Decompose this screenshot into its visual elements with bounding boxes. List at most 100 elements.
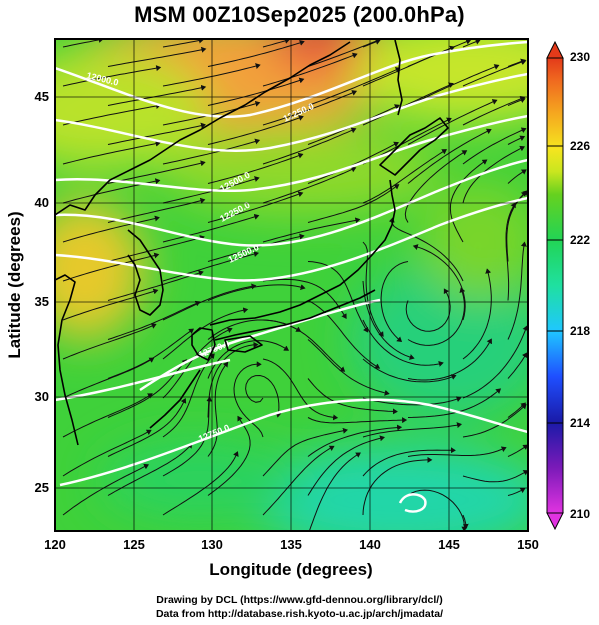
- streamline: [404, 150, 468, 223]
- streamline: [362, 422, 462, 438]
- colorbar-tick-label: 218: [570, 324, 590, 338]
- streamline: [308, 452, 361, 531]
- streamline: [307, 417, 408, 424]
- streamline: [407, 338, 492, 381]
- streamline: [207, 77, 305, 106]
- streamline: [62, 288, 159, 321]
- streamline: [62, 103, 161, 126]
- plot-frame: [54, 38, 529, 532]
- x-tick-labels: 120 125 130 135 140 145 150: [44, 537, 539, 552]
- contour-line: [398, 493, 427, 513]
- coast-hokkaido: [379, 117, 449, 176]
- grid-lines: [55, 39, 528, 531]
- colorbar-tick-label: 226: [570, 139, 590, 153]
- coast-china-shore: [55, 274, 79, 446]
- streamline: [405, 288, 451, 332]
- colorbar-top-arrow: [546, 40, 564, 59]
- credit-data-source: Data from http://database.rish.kyoto-u.a…: [155, 608, 444, 620]
- streamline: [62, 65, 162, 87]
- temperature-field: [55, 39, 528, 531]
- streamline: [380, 261, 409, 343]
- x-tick-label: 120: [44, 537, 66, 552]
- streamline: [62, 252, 160, 282]
- streamline: [307, 300, 381, 369]
- colorbar-tick-label: 230: [570, 50, 590, 64]
- streamline: [162, 138, 261, 165]
- streamline: [507, 135, 526, 145]
- y-tick-label: 25: [35, 480, 49, 495]
- streamline: [505, 202, 516, 301]
- streamline: [307, 378, 398, 415]
- streamline: [362, 319, 444, 367]
- streamline: [362, 280, 415, 360]
- streamline: [462, 96, 526, 126]
- y-tick-label: 40: [35, 195, 49, 210]
- colorbar-tick-label: 214: [570, 416, 590, 430]
- streamline: [107, 300, 201, 340]
- streamline: [207, 152, 304, 184]
- streamline: [162, 396, 213, 477]
- coast-kyushu: [191, 327, 216, 361]
- streamline: [307, 261, 369, 333]
- streamline: [462, 145, 525, 204]
- streamline: [362, 241, 384, 337]
- colorbar-tick-label: 222: [570, 233, 590, 247]
- streamline: [412, 244, 466, 321]
- x-tick-label: 145: [438, 537, 460, 552]
- streamline: [507, 444, 528, 457]
- streamline: [262, 217, 361, 243]
- y-tick-label: 45: [35, 89, 49, 104]
- streamline: [62, 357, 155, 399]
- streamline: [62, 215, 160, 243]
- streamline: [162, 213, 260, 243]
- streamline: [62, 323, 157, 360]
- colorbar-bottom-arrow: [546, 512, 564, 531]
- streamline: [307, 184, 400, 223]
- streamline: [107, 46, 207, 67]
- streamline: [507, 352, 528, 379]
- streamline: [262, 90, 358, 126]
- streamline: [362, 396, 462, 406]
- streamline: [207, 39, 305, 67]
- streamline: [162, 283, 257, 321]
- streamline: [107, 235, 205, 262]
- y-tick-label: 35: [35, 294, 49, 309]
- streamline: [462, 514, 469, 529]
- streamline: [462, 127, 527, 165]
- streamline: [107, 122, 206, 145]
- streamline: [362, 456, 433, 516]
- streamline: [462, 268, 492, 360]
- streamline: [449, 159, 488, 243]
- x-tick-label: 130: [201, 537, 223, 552]
- streamline: [207, 191, 304, 223]
- streamline: [507, 241, 527, 340]
- streamline: [462, 39, 481, 48]
- contour-line: [55, 72, 528, 152]
- streamline: [307, 424, 403, 457]
- streamline: [462, 59, 527, 87]
- streamline: [262, 127, 357, 165]
- streamline: [162, 353, 215, 438]
- streamline: [262, 166, 357, 204]
- streamline: [262, 358, 339, 421]
- streamline: [507, 487, 526, 496]
- streamline: [462, 325, 528, 399]
- streamline: [407, 128, 492, 184]
- coast-sakhalin: [394, 39, 403, 116]
- contour-line: [59, 398, 528, 487]
- streamline: [245, 374, 282, 418]
- y-axis-label: Latitude (degrees): [5, 211, 24, 358]
- streamline: [107, 197, 206, 223]
- contour-line: [139, 298, 381, 392]
- streamline: [62, 429, 152, 477]
- coast-korea: [127, 229, 164, 316]
- streamline: [262, 278, 347, 319]
- streamline: [107, 398, 187, 457]
- colorbar: 230 226 222 218 214 210: [546, 40, 590, 531]
- streamline: [362, 447, 456, 477]
- streamline: [407, 489, 468, 531]
- contour-line: [55, 114, 528, 193]
- streamline: [307, 435, 385, 496]
- streamline: [207, 415, 251, 496]
- streamline: [107, 443, 193, 496]
